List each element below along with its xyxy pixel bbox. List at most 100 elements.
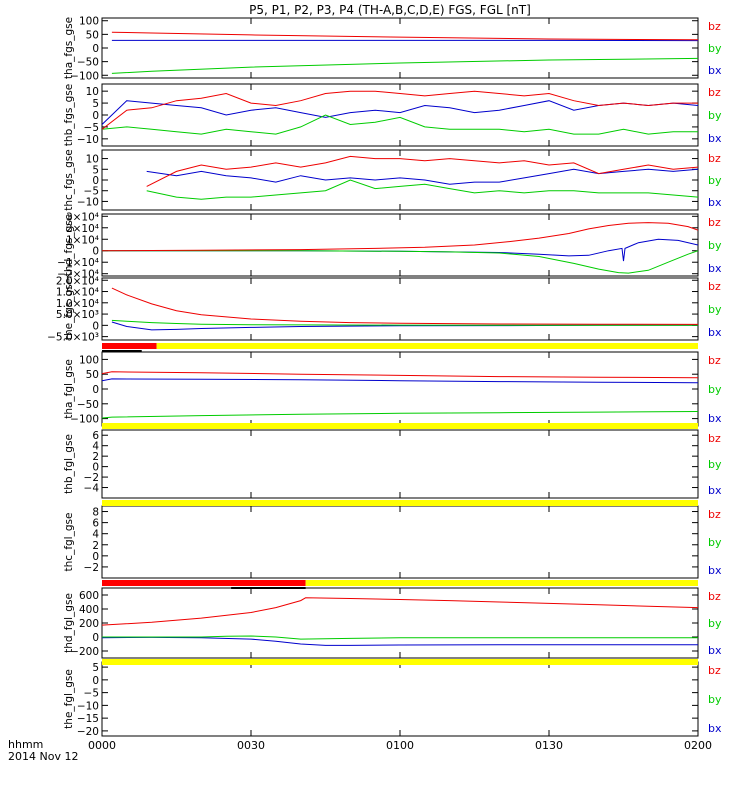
x-tick-label: 0130 (535, 739, 563, 752)
series-bz-line (102, 90, 698, 130)
mode-bar (102, 343, 699, 352)
mode-bar (102, 423, 698, 429)
y-tick-label: −4 (84, 483, 100, 495)
series-group (102, 222, 698, 274)
y-tick-label: 4 (92, 529, 99, 541)
mode-bar-segment (102, 659, 698, 665)
y-tick-label: −20 (77, 726, 99, 738)
x-tick-label: 0100 (386, 739, 414, 752)
legend-bx: bx (708, 64, 722, 77)
panel-frame (101, 351, 699, 427)
series-bz-line (102, 222, 698, 252)
y-tick-label: −2 (84, 472, 99, 484)
y-tick-label: 0 (92, 320, 99, 332)
y-tick-label: −100 (70, 70, 99, 82)
legend-bz: bz (708, 216, 721, 229)
x-tick-label: 0030 (237, 739, 265, 752)
series-by-line (146, 179, 698, 200)
y-tick-label: −10 (77, 196, 99, 208)
y-axis-label: tha_fgs_gse (63, 17, 75, 79)
mode-bar-segment (156, 343, 699, 349)
legend-bz: bz (708, 354, 721, 367)
y-axis-label: thd_fgl_gse (63, 593, 75, 653)
y-tick-label: 4 (92, 441, 99, 453)
panel-frame (101, 213, 699, 277)
y-tick-label: −10 (77, 134, 99, 146)
y-tick-label: 0 (92, 384, 99, 396)
y-tick-label: 0 (92, 175, 99, 187)
series-group (102, 597, 698, 646)
series-group (102, 371, 698, 419)
series-by-line (102, 411, 698, 419)
legend-bx: bx (708, 132, 722, 145)
y-tick-label: −2 (84, 562, 99, 574)
y-tick-label: −50 (77, 399, 99, 411)
y-tick-label: 6 (92, 430, 99, 442)
plot-title: P5, P1, P2, P3, P4 (TH-A,B,C,D,E) FGS, F… (249, 3, 531, 17)
legend-bz: bz (708, 664, 721, 677)
y-tick-label: −5.0×10³ (47, 332, 99, 344)
footer-date-label: 2014 Nov 12 (8, 750, 78, 763)
y-axis-label: thc_fgs_gse (63, 149, 75, 210)
y-tick-label: 400 (79, 604, 99, 616)
legend-by: by (708, 239, 722, 252)
y-tick-label: 100 (79, 16, 99, 28)
y-tick-label: 50 (86, 29, 99, 41)
mode-bar-segment (305, 580, 698, 586)
mode-bar-segment (102, 423, 698, 429)
series-bz-line (146, 155, 698, 187)
y-tick-label: 1.5×10⁴ (56, 287, 99, 299)
legend-bz: bz (708, 152, 721, 165)
y-tick-label: 600 (79, 590, 99, 602)
legend-bx: bx (708, 196, 722, 209)
legend-bx: bx (708, 412, 722, 425)
y-tick-label: 0 (92, 551, 99, 563)
legend-bx: bx (708, 262, 722, 275)
series-bx-line (102, 378, 698, 384)
legend-bx: bx (708, 722, 722, 735)
series-by-line (102, 114, 698, 135)
series-bz-line (102, 597, 698, 626)
y-tick-label: 100 (79, 354, 99, 366)
y-axis-label: thb_fgs_gse (63, 84, 75, 146)
y-tick-label: −100 (70, 414, 99, 426)
y-tick-label: −10 (77, 700, 99, 712)
series-by-line (102, 250, 698, 274)
y-tick-label: 2 (92, 540, 99, 552)
y-tick-label: 1×10⁴ (66, 234, 99, 246)
legend-bz: bz (708, 508, 721, 521)
legend-by: by (708, 303, 722, 316)
mode-bar-segment (102, 580, 306, 586)
y-tick-label: 0 (92, 246, 99, 258)
legend-by: by (708, 693, 722, 706)
legend-bx: bx (708, 326, 722, 339)
y-tick-label: 2.0×10⁴ (56, 275, 99, 287)
y-tick-label: 6 (92, 518, 99, 530)
y-tick-label: 0 (92, 462, 99, 474)
legend-bx: bx (708, 484, 722, 497)
panel-frame (101, 277, 699, 341)
y-tick-label: 5.0×10³ (56, 309, 99, 321)
series-by-line (111, 57, 698, 74)
footer-time-label: hhmm (8, 738, 43, 751)
y-tick-label: 8 (92, 507, 99, 519)
legend-bx: bx (708, 644, 722, 657)
y-tick-label: 1.0×10⁴ (56, 298, 99, 310)
y-axis-label: tha_fgl_gse (63, 359, 75, 419)
mode-bar-mark (231, 587, 306, 589)
legend-bz: bz (708, 432, 721, 445)
legend-bz: bz (708, 20, 721, 33)
mode-bar (102, 500, 698, 506)
y-tick-label: −200 (70, 646, 99, 658)
legend-bz: bz (708, 86, 721, 99)
legend-by: by (708, 458, 722, 471)
series-bz-line (102, 371, 698, 379)
